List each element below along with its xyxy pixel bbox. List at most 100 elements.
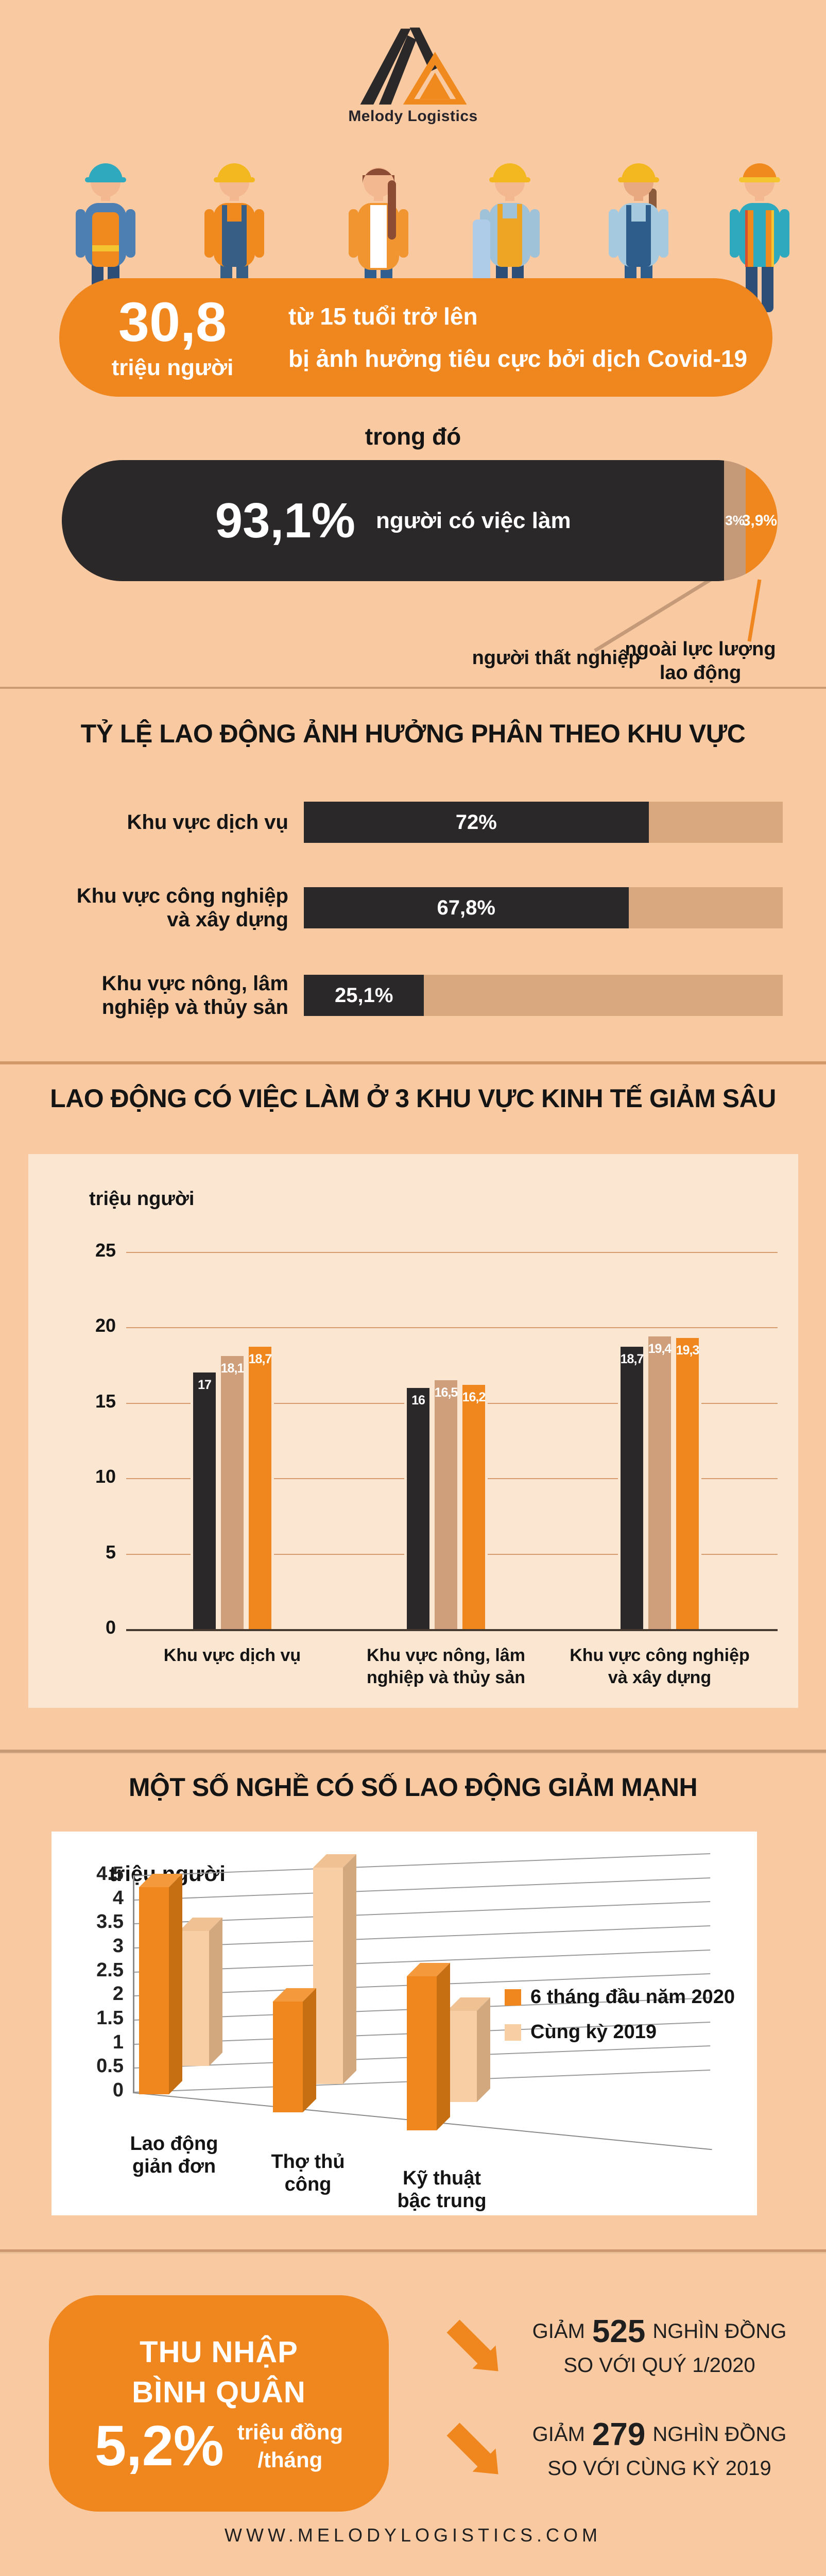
sector-bar-track: 25,1% — [304, 975, 783, 1016]
sector-bar-fill: 72% — [304, 802, 649, 843]
worker-figure — [204, 163, 264, 312]
bar-value: 19,3 — [676, 1343, 700, 1358]
occupations-chart-panel: triệu người 4.5 4 3.5 3 2.5 2 1.5 1 0.5 … — [51, 1832, 757, 2215]
bar-2019-lao-dong-gian-don — [179, 1918, 222, 2066]
employment-bar: 93,1% người có việc làm 3% 3,9% — [62, 460, 778, 581]
y-tick: 2.5 — [96, 1959, 124, 1981]
legend-swatch-2019 — [505, 2024, 521, 2041]
income-unit: triệu đồng /tháng — [237, 2419, 343, 2472]
income-note: GIẢM 279 NGHÌN ĐỒNG SO VỚI CÙNG KỲ 2019 — [440, 2397, 796, 2500]
website-url: WWW.MELODYLOGISTICS.COM — [224, 2524, 601, 2546]
divider — [0, 687, 826, 689]
bar: 17 — [191, 1372, 218, 1629]
bar-value: 16,5 — [434, 1385, 458, 1400]
income-note: GIẢM 525 NGHÌN ĐỒNG SO VỚI QUÝ 1/2020 — [440, 2294, 796, 2397]
note-number: 279 — [592, 2417, 646, 2452]
legend-label-2019: Cùng kỳ 2019 — [530, 2021, 657, 2043]
bar-group-cong-nghiep: 18,7 19,4 19,3 — [618, 1336, 701, 1629]
divider — [0, 1061, 826, 1064]
sector-bar-track: 72% — [304, 802, 783, 843]
bar: 18,7 — [246, 1347, 274, 1629]
hero-stat-pill: 30,8 triệu người từ 15 tuổi trở lên bị ả… — [59, 278, 772, 397]
bar-value: 18,1 — [220, 1361, 245, 1376]
y-tick: 0 — [112, 2079, 124, 2101]
bar-2019-tho-thu-cong — [313, 1854, 356, 2084]
y-tick: 15 — [95, 1391, 116, 1412]
note-suffix: NGHÌN ĐỒNG — [652, 2320, 787, 2343]
y-tick: 0.5 — [96, 2055, 124, 2077]
bar: 19,3 — [674, 1338, 701, 1629]
note-comparison: SO VỚI QUÝ 1/2020 — [563, 2354, 755, 2377]
x-category-label: Thợ thủ công — [271, 2151, 345, 2195]
employment-chart-title: LAO ĐỘNG CÓ VIỆC LÀM Ở 3 KHU VỰC KINH TẾ… — [50, 1084, 776, 1113]
callout-lines — [594, 578, 762, 652]
note-prefix: GIẢM — [532, 2423, 585, 2446]
bar-group-dich-vu: 17 18,1 18,7 — [191, 1347, 274, 1629]
employed-value: 93,1% — [215, 493, 355, 548]
bar-2020-ky-thuat-bac-trung — [407, 1963, 450, 2130]
worker-figure — [76, 163, 135, 312]
x-category-label: Khu vực công nghiệp và xây dựng — [570, 1646, 750, 1687]
bar: 18,7 — [618, 1347, 646, 1629]
income-value: 5,2% — [94, 2414, 224, 2478]
income-note-text: GIẢM 279 NGHÌN ĐỒNG SO VỚI CÙNG KỲ 2019 — [523, 2416, 796, 2480]
occupations-chart-title: MỘT SỐ NGHỀ CÓ SỐ LAO ĐỘNG GIẢM MẠNH — [128, 1773, 698, 1802]
down-arrow-icon — [446, 2319, 498, 2371]
y-tick: 0 — [105, 1617, 116, 1638]
divider — [0, 2249, 826, 2253]
sector-share-title: TỶ LỆ LAO ĐỘNG ẢNH HƯỞNG PHÂN THEO KHU V… — [80, 719, 746, 748]
y-tick: 3 — [112, 1935, 124, 1957]
hero-desc-line1: từ 15 tuổi trở lên — [288, 303, 478, 330]
y-axis-label: triệu người — [89, 1188, 195, 1210]
bar-2019-ky-thuat-bac-trung — [447, 1997, 490, 2102]
employment-chart-panel: triệu người 25 20 15 10 5 0 17 18,1 18,7… — [28, 1154, 798, 1708]
bar: 19,4 — [646, 1336, 674, 1629]
bar: 16,2 — [460, 1385, 488, 1629]
legend-item-2019: Cùng kỳ 2019 — [505, 2021, 657, 2043]
melody-logistics-logo-icon — [360, 27, 467, 105]
x-category-label: Khu vực dịch vụ — [163, 1646, 301, 1665]
bar-2020-lao-dong-gian-don — [139, 1874, 182, 2094]
callout-line-unemployed — [594, 578, 712, 652]
income-card: THU NHẬP BÌNH QUÂN 5,2% triệu đồng /thán… — [49, 2295, 389, 2512]
bar: 18,1 — [218, 1356, 246, 1629]
y-tick: 20 — [95, 1315, 116, 1336]
divider — [0, 1750, 826, 1754]
note-comparison: SO VỚI CÙNG KỲ 2019 — [547, 2457, 771, 2480]
y-tick: 1.5 — [96, 2007, 124, 2029]
bar-value: 16 — [411, 1393, 425, 1408]
logo: Melody Logistics — [0, 23, 826, 125]
y-tick: 5 — [105, 1541, 116, 1563]
hero-unit: triệu người — [111, 355, 234, 380]
down-arrow-icon — [446, 2422, 498, 2474]
sector-label: Khu vực nông, lâm nghiệp và thủy sản — [101, 972, 288, 1019]
income-title: THU NHẬP BÌNH QUÂN — [132, 2335, 306, 2409]
y-tick: 4 — [112, 1887, 124, 1909]
unemployed-segment: 3% — [724, 460, 746, 581]
note-number: 525 — [592, 2314, 646, 2349]
income-stat: 5,2% triệu đồng /tháng — [95, 2418, 343, 2475]
bar-group-nong-lam: 16 16,5 16,2 — [404, 1380, 488, 1629]
employed-label: người có việc làm — [375, 507, 571, 533]
bar: 16 — [404, 1388, 432, 1629]
x-category-label: Lao động giản đơn — [130, 2133, 218, 2177]
x-axis-line — [126, 1629, 778, 1631]
y-tick: 3.5 — [96, 1911, 124, 1933]
income-note-text: GIẢM 525 NGHÌN ĐỒNG SO VỚI QUÝ 1/2020 — [523, 2313, 796, 2377]
bar-value: 19,4 — [648, 1342, 672, 1356]
hero-desc-line2: bị ảnh hưởng tiêu cực bởi dịch Covid-19 — [288, 345, 748, 372]
outside-labor-value: 3,9% — [742, 512, 778, 529]
sector-bar-value: 25,1% — [335, 984, 393, 1007]
legend-label-2020: 6 tháng đầu năm 2020 — [530, 1986, 735, 2008]
bar-value: 17 — [198, 1378, 212, 1392]
bar-value: 18,7 — [248, 1352, 272, 1366]
sector-bar-fill: 67,8% — [304, 887, 629, 928]
bar-value: 16,2 — [462, 1390, 486, 1404]
worker-figure — [473, 163, 540, 312]
connector-text: trong đó — [365, 423, 461, 450]
sector-label: Khu vực dịch vụ — [127, 811, 288, 834]
legend-item-2020: 6 tháng đầu năm 2020 — [505, 1986, 735, 2008]
gridline — [126, 1252, 778, 1253]
hero-value: 30,8 — [118, 291, 227, 353]
